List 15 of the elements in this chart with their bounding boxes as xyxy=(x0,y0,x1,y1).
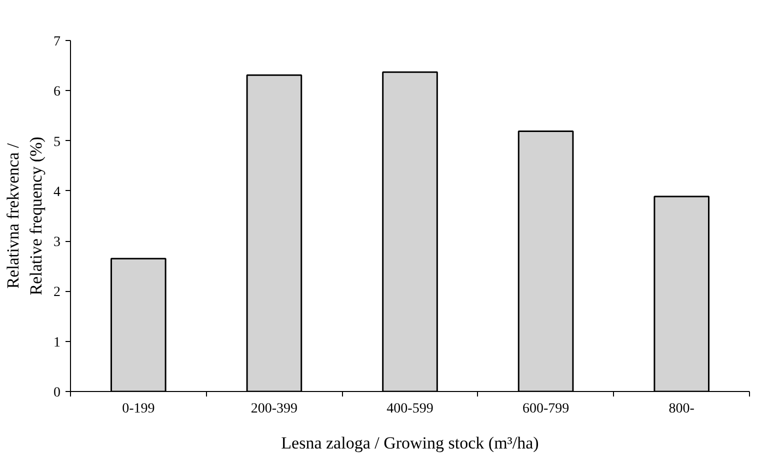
x-tick-label: 400-599 xyxy=(386,402,434,416)
y-tick-label: 1 xyxy=(54,335,60,350)
y-tick-label: 7 xyxy=(54,34,60,50)
x-tick-label: 800- xyxy=(668,402,695,416)
y-tick-label: 4 xyxy=(54,184,60,200)
y-tick-label: 2 xyxy=(54,285,60,300)
y-tick-label: 3 xyxy=(54,235,60,250)
x-tick-label: 200-399 xyxy=(250,402,298,416)
x-tick-label: 0-199 xyxy=(122,402,155,416)
y-tick-label: 5 xyxy=(54,134,60,150)
y-tick-label: 6 xyxy=(54,84,60,100)
y-tick-label: 0 xyxy=(54,386,60,400)
x-axis-title: Lesna zaloga / Growing stock (m³/ha) xyxy=(281,434,539,452)
x-tick-label: 600-799 xyxy=(522,402,570,416)
y-axis-title: Relativna frekvenca / Relative frequency (%) xyxy=(4,136,46,296)
